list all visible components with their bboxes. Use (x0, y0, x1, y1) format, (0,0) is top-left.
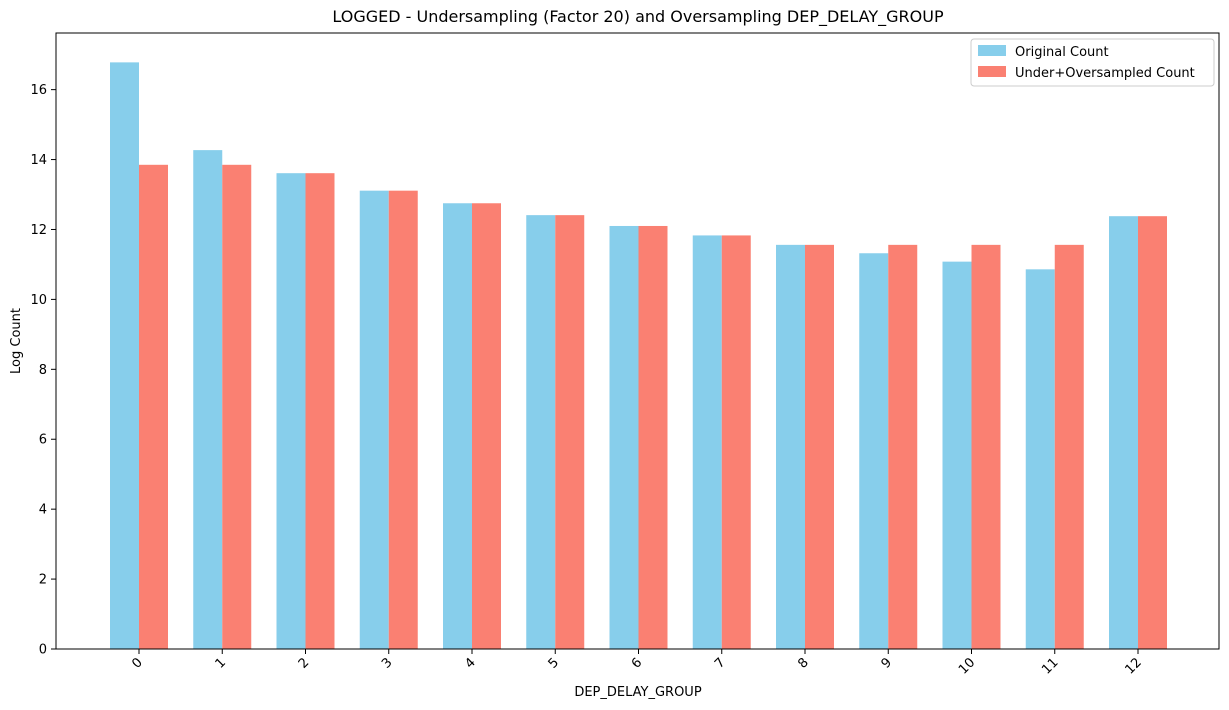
legend: Original Count Under+Oversampled Count (970, 38, 1215, 87)
y-tick-label: 0 (39, 643, 47, 658)
legend-label-oversampled: Under+Oversampled Count (1015, 66, 1195, 81)
bar-oversampled-6 (638, 225, 668, 650)
x-tick-label: 8 (795, 655, 811, 671)
bar-oversampled-1 (222, 164, 252, 650)
x-tick-label: 4 (462, 655, 478, 671)
x-tick-label: 3 (379, 655, 395, 671)
x-tick-label: 2 (296, 655, 312, 671)
y-tick-label: 8 (39, 363, 47, 378)
y-tick-label: 12 (30, 223, 47, 238)
bar-oversampled-0 (139, 164, 168, 650)
bar-oversampled-2 (305, 173, 335, 649)
x-tick-label: 0 (129, 655, 145, 671)
x-axis-label: DEP_DELAY_GROUP (574, 685, 702, 700)
bar-oversampled-7 (721, 235, 751, 650)
bar-original-5 (526, 215, 556, 649)
bar-original-0 (110, 62, 139, 650)
x-tick-label: 11 (1039, 655, 1061, 677)
legend-swatch-oversampled (978, 66, 1006, 77)
x-tick-label: 9 (879, 655, 895, 671)
y-tick-label: 14 (30, 153, 47, 168)
x-tick-label: 1 (213, 655, 229, 671)
bar-original-2 (276, 173, 306, 649)
plot-frame (55, 32, 1220, 650)
bar-oversampled-4 (472, 203, 501, 649)
x-axis: 0 1 2 3 4 5 6 7 8 9 10 11 12 (129, 649, 1145, 678)
legend-label-original: Original Count (1015, 45, 1109, 60)
legend-box (970, 38, 1215, 87)
bar-original-9 (859, 253, 889, 649)
x-tick-label: 6 (629, 655, 645, 671)
x-tick-label: 5 (546, 655, 562, 671)
bar-original-12 (1109, 216, 1138, 649)
bar-original-6 (609, 225, 639, 650)
y-tick-label: 10 (30, 293, 47, 308)
bar-original-3 (359, 190, 389, 650)
x-tick-label: 7 (712, 655, 728, 671)
bar-oversampled-8 (805, 244, 834, 650)
y-axis: 0 2 4 6 8 10 12 14 16 (30, 83, 56, 658)
legend-swatch-original (978, 45, 1006, 56)
bar-oversampled-10 (971, 244, 1001, 650)
x-tick-label: 10 (956, 655, 978, 677)
chart-title: LOGGED - Undersampling (Factor 20) and O… (332, 7, 944, 27)
bar-original-1 (193, 150, 223, 649)
bar-oversampled-5 (555, 215, 585, 649)
y-tick-label: 2 (39, 573, 47, 588)
bar-oversampled-12 (1138, 216, 1167, 649)
bar-original-8 (776, 244, 805, 650)
bar-oversampled-9 (888, 244, 918, 650)
y-axis-label: Log Count (9, 308, 24, 374)
y-tick-label: 16 (30, 83, 47, 98)
bar-original-7 (692, 235, 722, 650)
bars-layer (110, 62, 1167, 650)
bar-original-11 (1025, 269, 1055, 649)
y-tick-label: 6 (39, 433, 47, 448)
y-tick-label: 4 (39, 503, 47, 518)
bar-original-10 (942, 261, 972, 649)
bar-oversampled-3 (388, 190, 418, 650)
x-tick-label: 12 (1123, 655, 1145, 677)
bar-original-4 (443, 203, 472, 649)
bar-oversampled-11 (1054, 244, 1084, 650)
